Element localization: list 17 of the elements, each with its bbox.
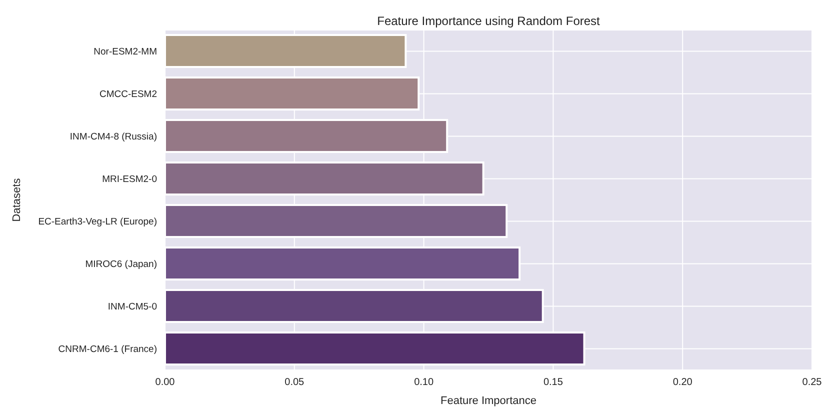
y-tick-label: Nor-ESM2-MM — [94, 46, 158, 58]
y-tick-label: CNRM-CM6-1 (France) — [58, 344, 157, 356]
x-tick-label: 0.00 — [155, 377, 176, 388]
y-tick-label: MRI-ESM2-0 — [102, 174, 157, 186]
x-tick-label: 0.05 — [284, 377, 305, 388]
y-tick-label: MIROC6 (Japan) — [85, 259, 157, 270]
y-axis-title: Datasets — [10, 178, 23, 222]
x-tick-label: 0.20 — [672, 377, 693, 388]
x-axis-title: Feature Importance — [440, 395, 536, 407]
x-tick-label: 0.15 — [543, 377, 564, 388]
y-tick-label: INM-CM5-0 — [108, 302, 157, 313]
x-tick-label: 0.10 — [414, 377, 434, 388]
y-tick-label: INM-CM4-8 (Russia) — [70, 132, 157, 143]
y-tick-label: CMCC-ESM2 — [99, 89, 157, 100]
chart-title: Feature Importance using Random Forest — [376, 14, 601, 28]
x-tick-label: 0.25 — [802, 377, 822, 388]
y-tick-label: EC-Earth3-Veg-LR (Europe) — [38, 216, 157, 228]
